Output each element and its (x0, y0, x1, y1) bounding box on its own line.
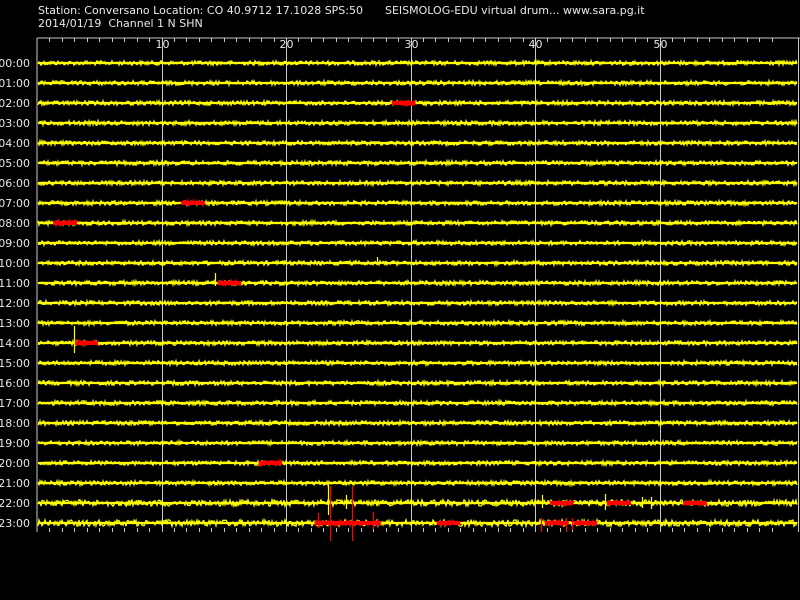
hour-label: 05:00 (0, 157, 30, 170)
event-waveform (549, 498, 575, 508)
event-mark (314, 521, 381, 525)
hour-label: 09:00 (0, 237, 30, 250)
hour-label: 13:00 (0, 317, 30, 330)
event-mark (258, 461, 283, 465)
event-waveform (258, 458, 283, 467)
hour-label: 11:00 (0, 277, 30, 290)
event-waveform (52, 218, 78, 228)
event-mark (683, 501, 707, 505)
hour-label: 15:00 (0, 357, 30, 370)
x-tick-label: 20 (280, 38, 294, 51)
event-mark (573, 521, 598, 525)
hour-label: 04:00 (0, 137, 30, 150)
event-waveform (573, 518, 598, 529)
program-title: SEISMOLOG-EDU virtual drum... www.sara.p… (385, 4, 645, 17)
hour-label: 16:00 (0, 377, 30, 390)
hour-label: 06:00 (0, 177, 30, 190)
hour-label: 21:00 (0, 477, 30, 490)
event-waveform (436, 518, 461, 527)
hour-label: 07:00 (0, 197, 30, 210)
hour-label: 19:00 (0, 437, 30, 450)
hour-label: 22:00 (0, 497, 30, 510)
x-tick-label: 30 (405, 38, 419, 51)
event-mark (74, 341, 99, 345)
hour-label: 08:00 (0, 217, 30, 230)
station-info: Station: Conversano Location: CO 40.9712… (38, 4, 363, 17)
event-waveform (217, 278, 242, 288)
x-tick-label: 10 (156, 38, 170, 51)
hour-label: 02:00 (0, 97, 30, 110)
hour-label: 14:00 (0, 337, 30, 350)
event-waveform (391, 98, 416, 108)
event-waveform (314, 518, 382, 529)
hour-label: 12:00 (0, 297, 30, 310)
hour-label: 23:00 (0, 517, 30, 530)
event-waveform (606, 499, 632, 508)
hour-label: 10:00 (0, 257, 30, 270)
hour-label: 18:00 (0, 417, 30, 430)
hour-label: 20:00 (0, 457, 30, 470)
event-waveform (180, 197, 206, 208)
event-waveform (73, 337, 99, 348)
event-waveform (682, 499, 708, 508)
hour-label: 17:00 (0, 397, 30, 410)
hour-label: 01:00 (0, 77, 30, 90)
event-mark (549, 501, 574, 505)
x-tick-label: 40 (529, 38, 543, 51)
hour-label: 00:00 (0, 57, 30, 70)
event-waveform (544, 518, 570, 528)
event-mark (53, 221, 77, 225)
hour-label: 03:00 (0, 117, 30, 130)
date-channel-info: 2014/01/19 Channel 1 N SHN (38, 17, 203, 30)
x-tick-label: 50 (654, 38, 668, 51)
